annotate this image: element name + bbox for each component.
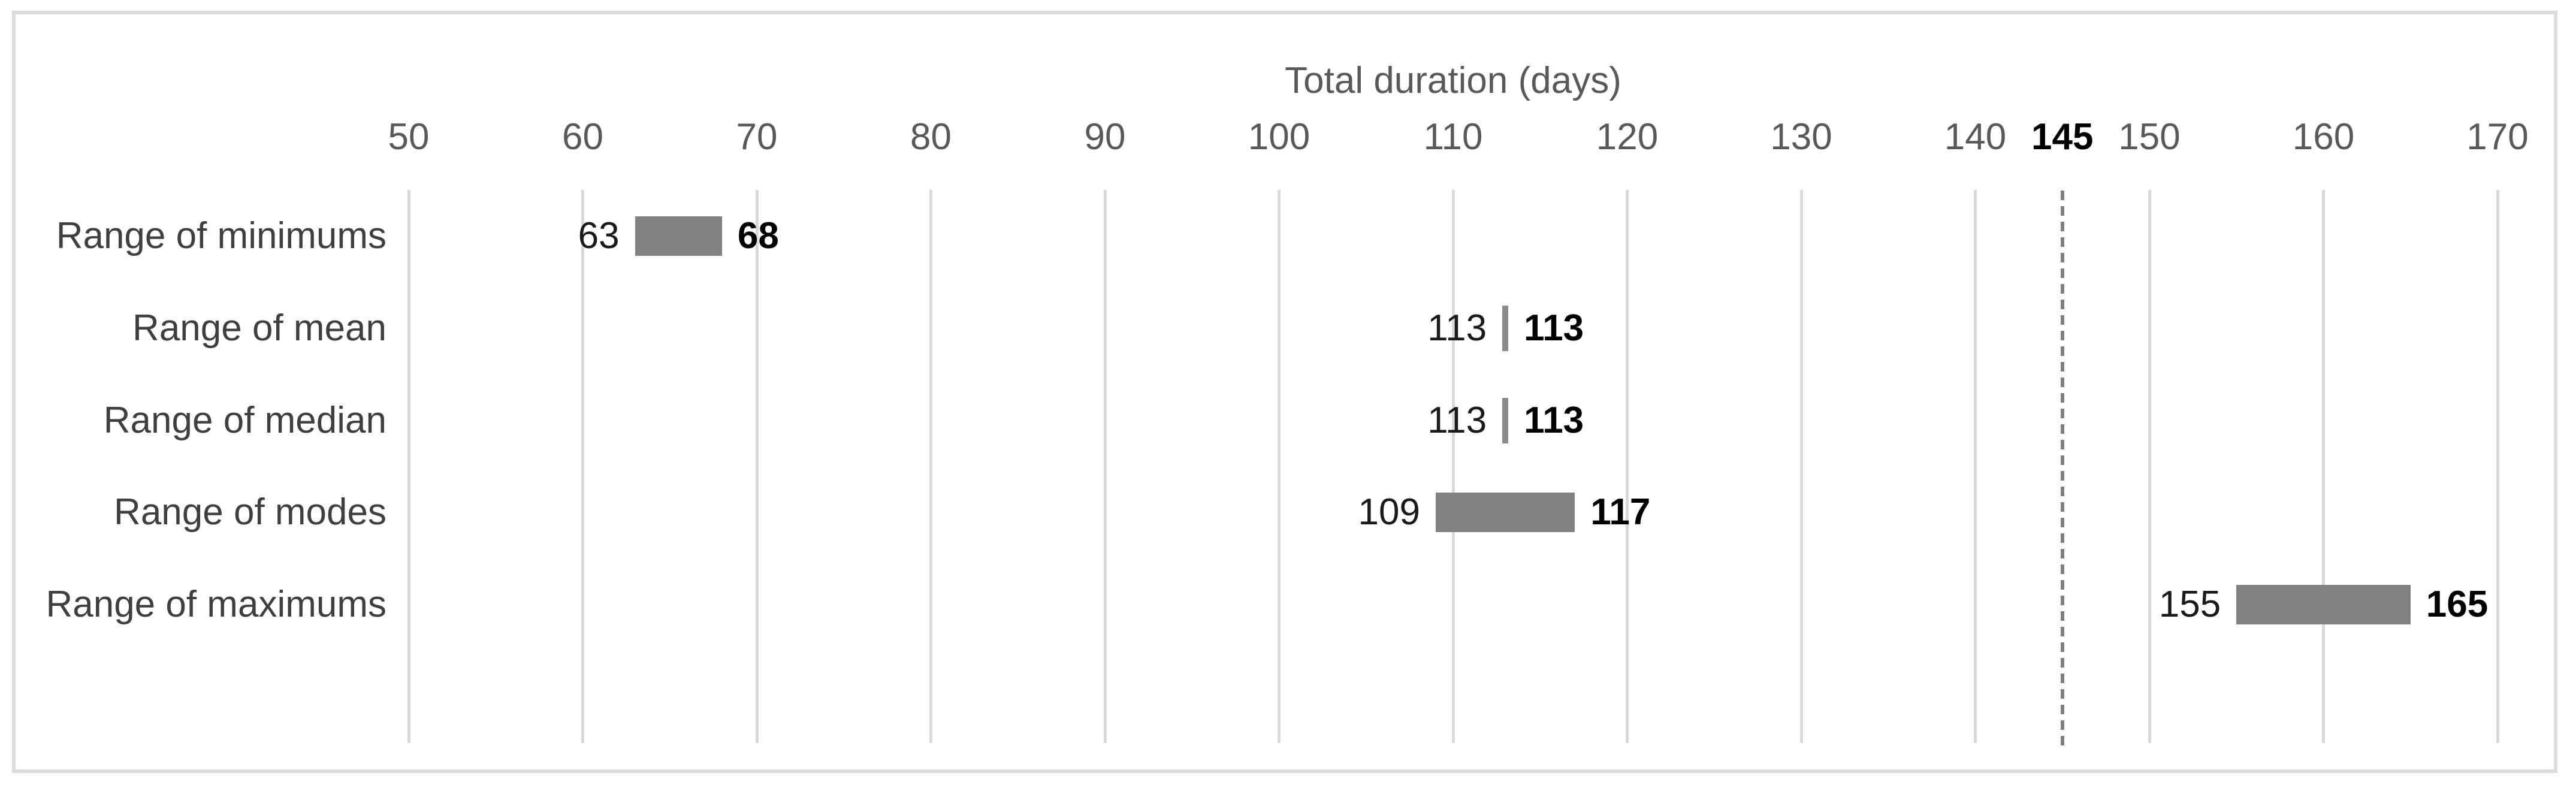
gridline-80 bbox=[929, 190, 932, 743]
x-tick-label-170: 170 bbox=[2466, 116, 2529, 158]
gridline-90 bbox=[1103, 190, 1107, 743]
x-tick-label-130: 130 bbox=[1770, 116, 1832, 158]
x-tick-label-80: 80 bbox=[910, 116, 952, 158]
x-tick-label-120: 120 bbox=[1596, 116, 1659, 158]
gridline-110 bbox=[1451, 190, 1455, 743]
x-tick-label-140: 140 bbox=[1944, 116, 2007, 158]
range-bar bbox=[2236, 585, 2411, 625]
gridline-100 bbox=[1278, 190, 1281, 743]
range-bar bbox=[1435, 493, 1575, 533]
x-tick-label-160: 160 bbox=[2292, 116, 2355, 158]
bar-end-label: 117 bbox=[1590, 491, 1651, 533]
reference-line-145 bbox=[2060, 191, 2064, 750]
gridline-170 bbox=[2496, 190, 2499, 743]
gridline-60 bbox=[581, 190, 584, 743]
bar-end-label: 68 bbox=[737, 215, 779, 256]
range-tick bbox=[1502, 397, 1509, 443]
gridline-50 bbox=[407, 190, 410, 743]
bar-start-label: 113 bbox=[1427, 399, 1487, 441]
x-tick-label-50: 50 bbox=[388, 116, 430, 158]
gridline-130 bbox=[1799, 190, 1803, 743]
x-tick-label-special-145: 145 bbox=[2031, 116, 2094, 158]
x-tick-label-90: 90 bbox=[1084, 116, 1126, 158]
x-tick-label-110: 110 bbox=[1423, 116, 1483, 158]
category-label-4: Range of modes bbox=[114, 491, 386, 533]
x-tick-label-150: 150 bbox=[2118, 116, 2181, 158]
x-tick-label-70: 70 bbox=[736, 116, 778, 158]
gridline-140 bbox=[1974, 190, 1977, 743]
bar-end-label: 165 bbox=[2426, 584, 2489, 626]
bar-end-label: 113 bbox=[1524, 399, 1584, 441]
range-tick bbox=[1502, 305, 1509, 351]
bar-end-label: 113 bbox=[1524, 307, 1584, 349]
category-label-5: Range of maximums bbox=[46, 584, 386, 626]
x-tick-label-60: 60 bbox=[562, 116, 603, 158]
bar-start-label: 113 bbox=[1427, 307, 1487, 349]
range-bar bbox=[635, 216, 722, 256]
gridline-150 bbox=[2148, 190, 2151, 743]
category-label-3: Range of median bbox=[103, 399, 386, 441]
bar-start-label: 109 bbox=[1358, 491, 1420, 533]
gridline-120 bbox=[1626, 190, 1629, 743]
chart-title: Total duration (days) bbox=[1285, 60, 1621, 101]
chart-frame bbox=[12, 11, 2557, 773]
category-label-2: Range of mean bbox=[132, 307, 386, 349]
gridline-160 bbox=[2322, 190, 2325, 743]
bar-start-label: 63 bbox=[578, 215, 620, 256]
bar-start-label: 155 bbox=[2158, 584, 2221, 626]
category-label-1: Range of minimums bbox=[56, 215, 386, 256]
x-tick-label-100: 100 bbox=[1248, 116, 1310, 158]
gridline-70 bbox=[755, 190, 759, 743]
